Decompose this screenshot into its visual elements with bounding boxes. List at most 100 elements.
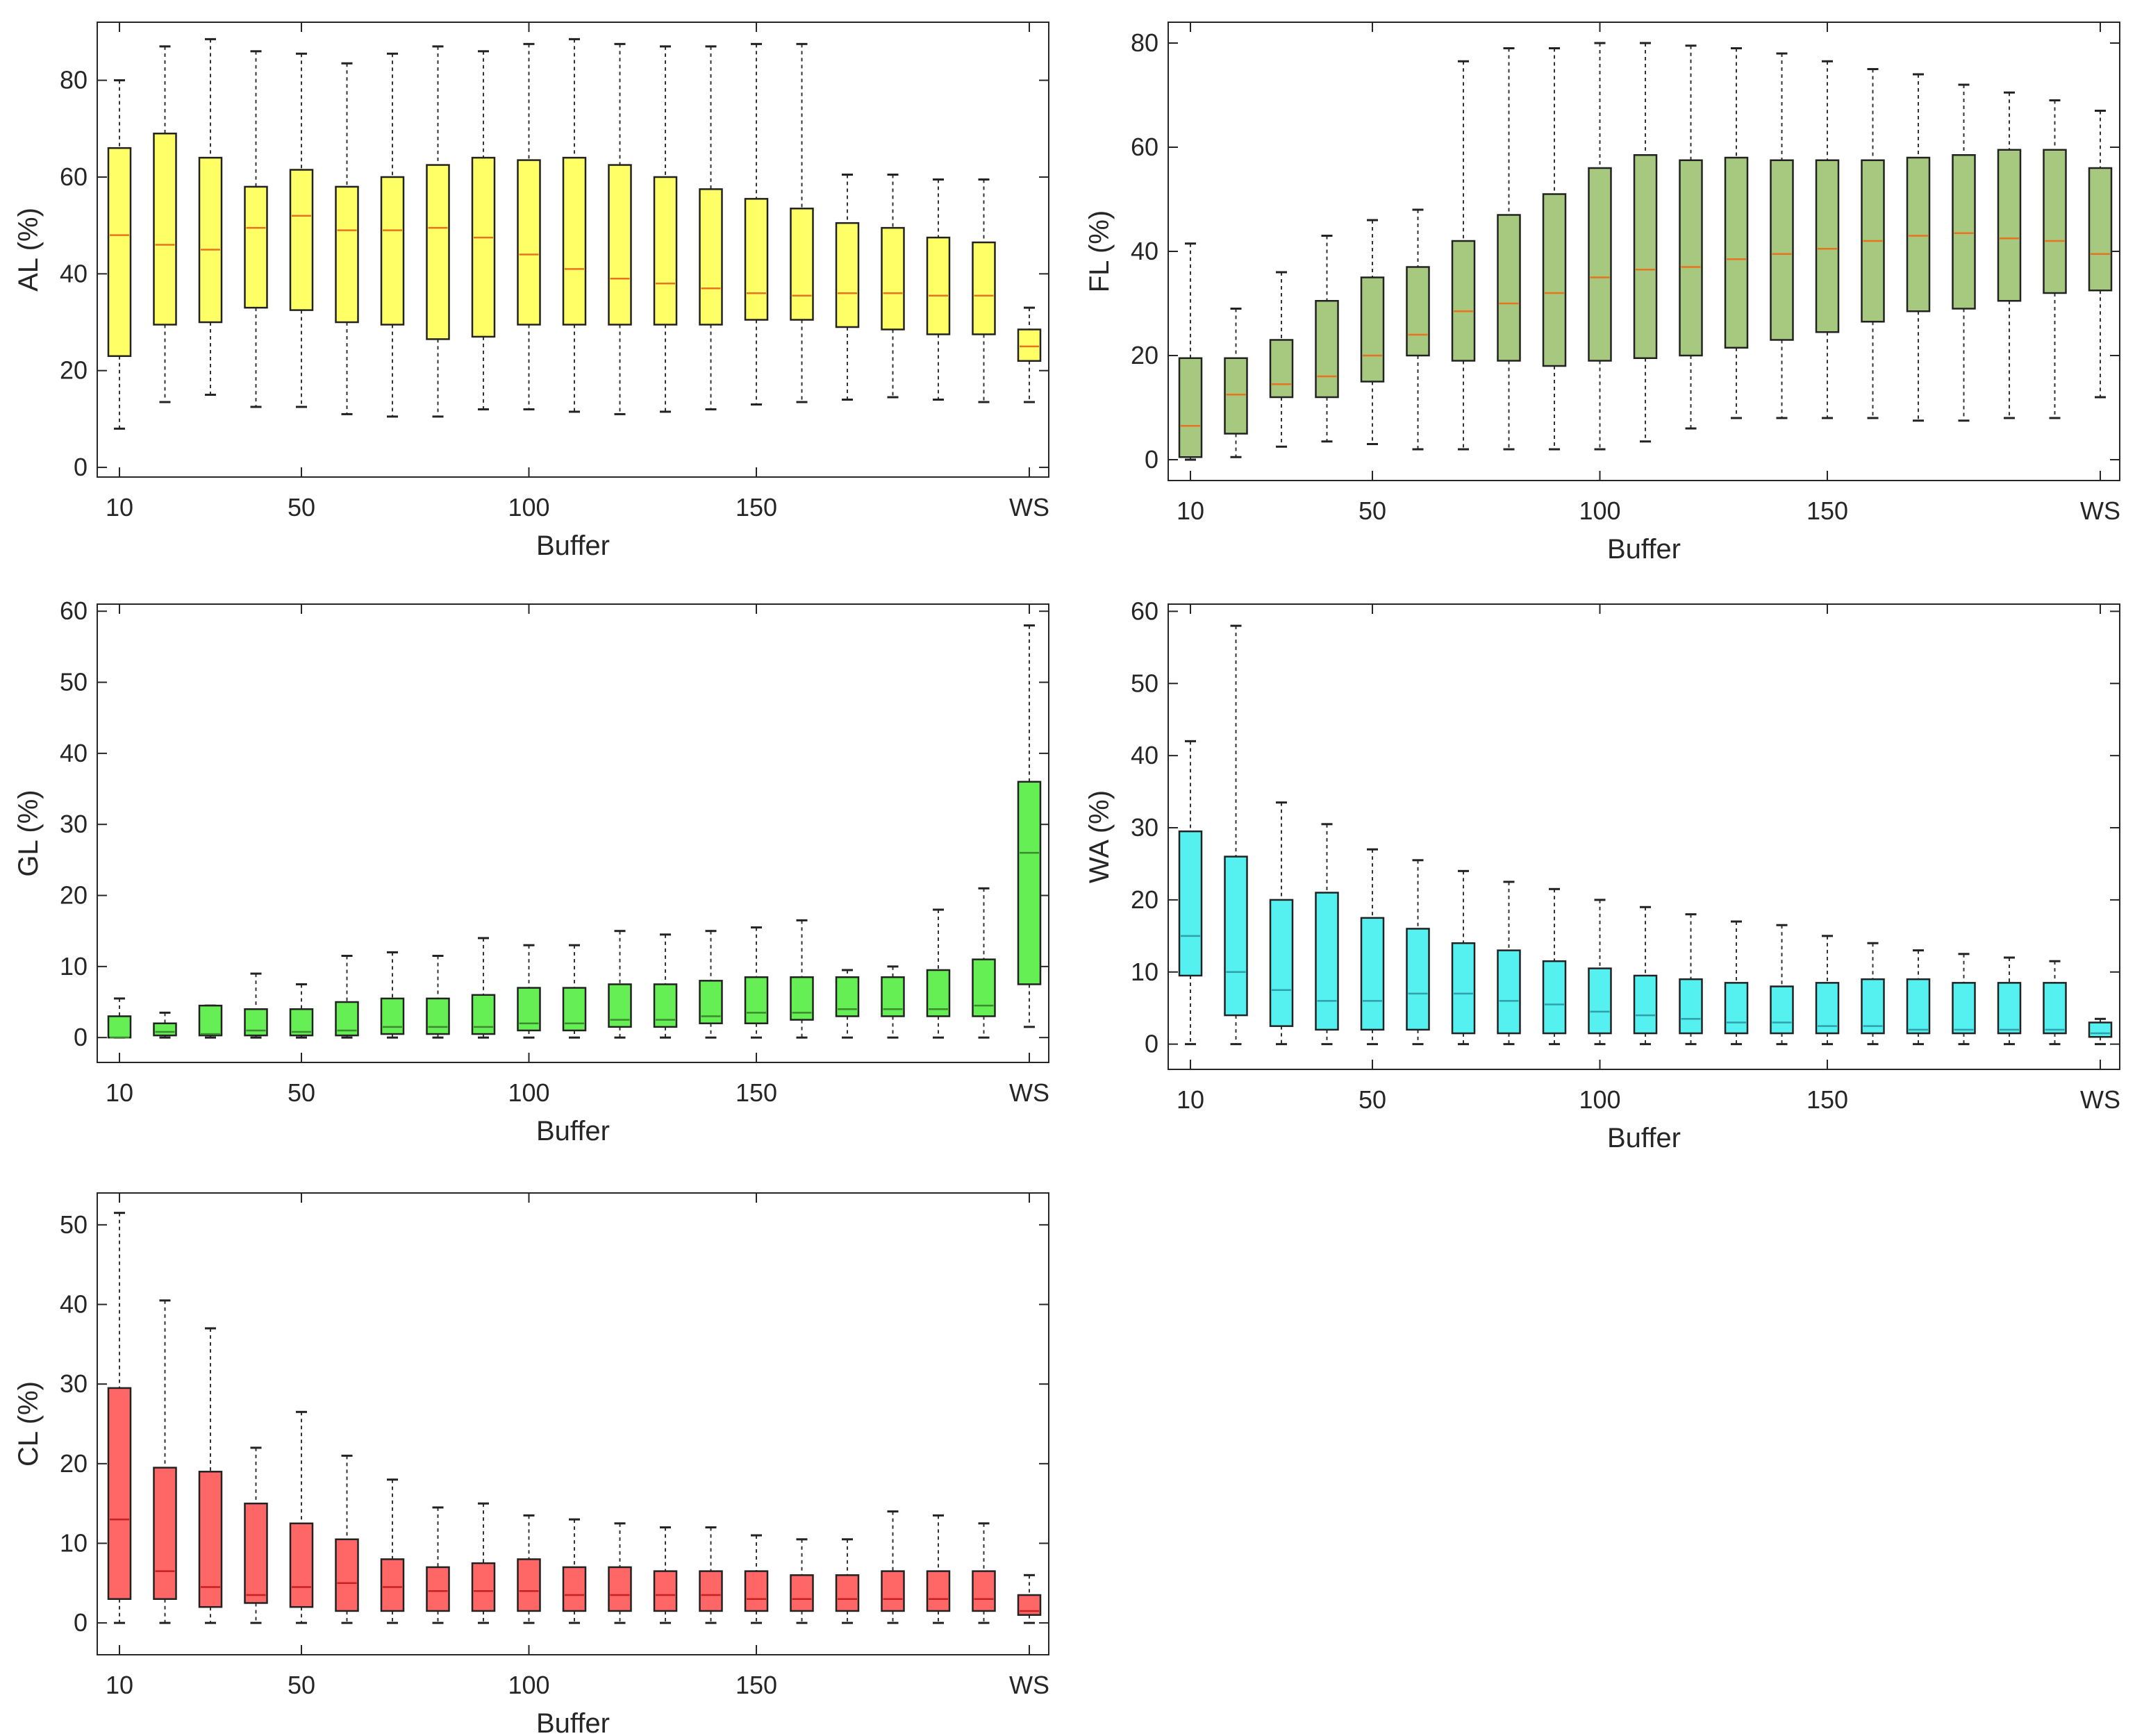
box-iqr (835, 222, 860, 328)
box-iqr (335, 185, 359, 324)
box-gl-150 (744, 926, 769, 1039)
box-cl-90 (471, 1502, 496, 1624)
plot-frame (1168, 603, 2120, 1070)
x-tick-label: 50 (1359, 496, 1386, 525)
box-iqr (608, 164, 632, 326)
box-fl-80 (1497, 47, 1521, 451)
box-al-200 (972, 178, 996, 403)
box-cl-110 (562, 1518, 587, 1624)
box-cl-120 (608, 1522, 632, 1624)
x-tick-label: 150 (736, 1671, 777, 1699)
x-tick-label: 50 (288, 1671, 315, 1699)
box-iqr (1770, 159, 1794, 341)
box-cl-70 (380, 1478, 405, 1624)
y-tick-label: 0 (1145, 445, 1158, 474)
box-wa-110 (1633, 905, 1658, 1046)
box-wa-60 (1406, 859, 1430, 1046)
box-cl-150 (744, 1534, 769, 1624)
y-tick-label: 0 (74, 1023, 88, 1051)
box-iqr (653, 1570, 678, 1612)
x-tick-label: 50 (288, 493, 315, 521)
y-tick-label: 40 (60, 739, 88, 767)
box-al-110 (562, 37, 587, 413)
y-tick-label: 60 (60, 596, 88, 625)
box-iqr (153, 1022, 177, 1037)
box-wa-100 (1588, 899, 1612, 1046)
box-iqr (881, 226, 905, 331)
box-iqr (107, 1387, 132, 1600)
box-iqr (562, 1566, 587, 1612)
box-iqr (699, 1570, 723, 1612)
box-cl-130 (653, 1526, 678, 1624)
box-fl-ws (2088, 110, 2113, 399)
box-wa-90 (1542, 887, 1567, 1046)
box-fl-70 (1451, 60, 1476, 451)
box-cl-80 (426, 1506, 450, 1624)
box-fl-50 (1360, 219, 1385, 445)
box-iqr (1724, 156, 1749, 349)
box-fl-190 (1997, 91, 2022, 419)
y-axis-title: AL (%) (13, 208, 44, 292)
box-iqr (1542, 960, 1567, 1035)
box-iqr (790, 1574, 814, 1612)
x-tick-label: 10 (1177, 1085, 1204, 1114)
y-tick-label: 80 (60, 66, 88, 94)
box-cl-40 (244, 1446, 268, 1624)
box-iqr (1451, 942, 1476, 1035)
box-cl-60 (335, 1454, 359, 1624)
box-al-190 (926, 178, 951, 401)
box-cl-30 (198, 1327, 223, 1624)
box-iqr (244, 1008, 268, 1037)
box-gl-180 (881, 965, 905, 1039)
box-wa-160 (1861, 942, 1885, 1046)
box-iqr (972, 1570, 996, 1612)
box-gl-20 (153, 1011, 177, 1039)
box-iqr (1017, 781, 1042, 985)
box-al-180 (881, 173, 905, 399)
x-tick-label: WS (1009, 1078, 1049, 1107)
box-iqr (1360, 276, 1385, 383)
box-fl-10 (1178, 242, 1203, 461)
x-tick-label: 150 (1806, 496, 1848, 525)
box-iqr (1451, 240, 1476, 362)
box-iqr (380, 997, 405, 1035)
y-tick-label: 0 (74, 1608, 88, 1637)
box-iqr (289, 169, 314, 311)
box-al-20 (153, 45, 177, 403)
box-iqr (835, 976, 860, 1017)
y-tick-label: 60 (1131, 596, 1158, 625)
box-iqr (1497, 214, 1521, 362)
box-iqr (426, 1566, 450, 1612)
box-gl-170 (835, 969, 860, 1039)
box-iqr (1178, 830, 1203, 977)
box-cl-140 (699, 1526, 723, 1624)
box-cl-160 (790, 1538, 814, 1624)
box-iqr (1269, 339, 1294, 399)
box-gl-10 (107, 997, 132, 1039)
y-tick-label: 20 (1131, 341, 1158, 369)
box-iqr (1906, 978, 1931, 1035)
y-tick-label: 0 (1145, 1030, 1158, 1058)
panel-wa: 0 10 20 30 40 50 60 10 50 100 150 WS Buffer WA (%) (1084, 596, 2120, 1153)
x-tick-label: WS (2080, 496, 2120, 525)
box-gl-40 (244, 972, 268, 1039)
box-iqr (562, 156, 587, 326)
box-iqr (107, 1015, 132, 1039)
box-iqr (972, 241, 996, 335)
box-iqr (1497, 949, 1521, 1035)
box-iqr (244, 1502, 268, 1604)
box-wa-50 (1360, 848, 1385, 1046)
x-tick-label: 100 (508, 493, 549, 521)
x-tick-label: 100 (508, 1671, 549, 1699)
box-gl-70 (380, 951, 405, 1039)
box-iqr (1633, 974, 1658, 1035)
y-tick-label: 40 (1131, 237, 1158, 265)
box-cl-190 (926, 1514, 951, 1624)
box-wa-170 (1906, 949, 1931, 1046)
x-axis-title: Buffer (536, 531, 610, 561)
y-tick-label: 0 (74, 453, 88, 481)
box-iqr (1906, 156, 1931, 312)
box-gl-100 (517, 944, 541, 1039)
box-iqr (335, 1538, 359, 1612)
